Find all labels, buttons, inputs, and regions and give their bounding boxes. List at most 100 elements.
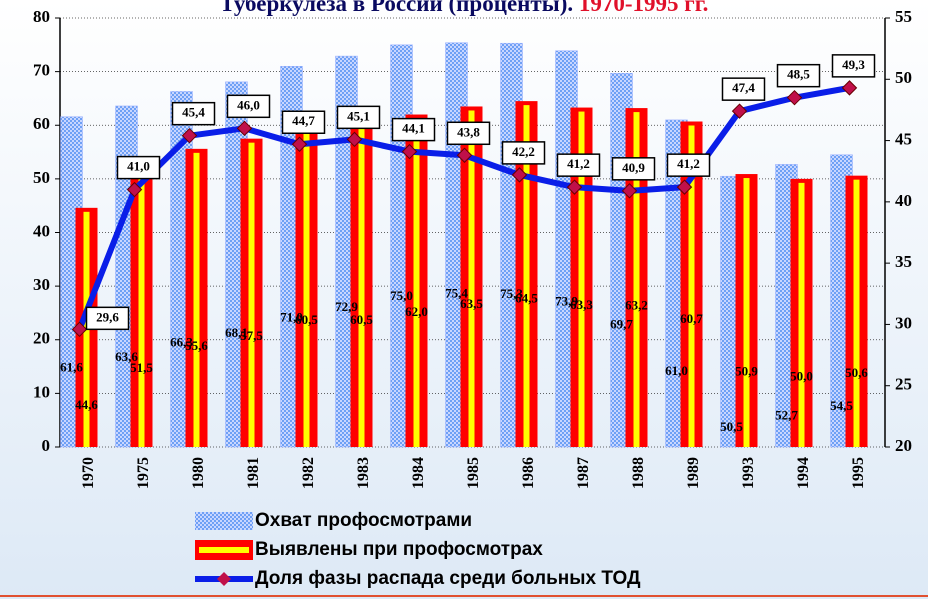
line-marker xyxy=(346,131,363,148)
bar-stripe xyxy=(138,174,145,448)
bar xyxy=(350,122,373,447)
bar xyxy=(460,106,483,447)
y-tick-label: 10 xyxy=(33,382,50,401)
bar xyxy=(515,101,538,448)
data-label: 43,8 xyxy=(457,124,480,139)
data-label: 69,7 xyxy=(610,316,633,331)
x-tick-label: 1983 xyxy=(355,457,372,489)
bar-stripe xyxy=(413,118,420,448)
data-label: 42,2 xyxy=(512,144,535,159)
data-label: 55,6 xyxy=(185,338,208,353)
data-label: 52,7 xyxy=(775,407,798,422)
bar-stripe xyxy=(523,105,530,448)
data-label: 41,2 xyxy=(677,156,700,171)
data-label: 50,0 xyxy=(790,368,813,383)
data-label: 41,2 xyxy=(567,156,590,171)
data-label: 60,5 xyxy=(295,312,318,327)
data-label: 44,1 xyxy=(402,121,425,136)
legend-label: Выявлены при профосмотрах xyxy=(255,539,543,560)
data-label-box xyxy=(556,153,601,177)
data-label: 75,4 xyxy=(445,286,468,301)
bar-stripe xyxy=(798,182,805,447)
data-label: 44,6 xyxy=(75,397,98,412)
data-label: 50,9 xyxy=(735,363,758,378)
data-label-box xyxy=(611,157,656,181)
line-marker xyxy=(456,147,473,163)
y-tick-label: 0 xyxy=(42,436,51,455)
data-label: 64,5 xyxy=(515,291,538,306)
x-tick-label: 1980 xyxy=(190,457,207,489)
x-tick-label: 1993 xyxy=(740,457,757,489)
data-label: 60,7 xyxy=(680,311,703,326)
line-marker xyxy=(236,120,253,137)
line-marker xyxy=(676,179,693,195)
y-tick-label: 60 xyxy=(33,114,50,133)
data-label-box xyxy=(721,77,766,101)
data-label: 40,9 xyxy=(622,160,645,175)
data-label: 63,2 xyxy=(625,297,648,312)
bar-stripe xyxy=(633,112,640,447)
data-label: 51,5 xyxy=(130,360,153,375)
line-marker xyxy=(401,143,418,160)
bar-stripe xyxy=(303,126,310,447)
y-tick-label: 30 xyxy=(33,275,50,294)
data-label: 50,6 xyxy=(845,365,868,380)
data-label-box xyxy=(171,101,216,126)
data-label: 71,0 xyxy=(280,309,303,324)
x-tick-label: 1986 xyxy=(520,457,537,489)
bar-stripe xyxy=(248,142,255,447)
y-tick-label: 80 xyxy=(33,7,50,26)
data-label: 75,0 xyxy=(390,288,413,303)
bar xyxy=(130,170,153,448)
data-label-box xyxy=(446,121,491,146)
line-marker xyxy=(71,321,88,338)
data-label: 48,5 xyxy=(787,67,810,82)
y2-tick-label: 50 xyxy=(895,68,912,87)
data-label: 29,6 xyxy=(96,309,119,324)
bar-stripe xyxy=(853,179,860,447)
data-label: 45,4 xyxy=(182,105,205,120)
data-label: 49,3 xyxy=(842,57,865,72)
x-tick-label: 1985 xyxy=(465,457,482,489)
legend-swatch-stripe xyxy=(199,547,249,553)
data-label-box xyxy=(666,153,711,177)
y2-tick-label: 55 xyxy=(895,7,912,26)
bar xyxy=(790,178,813,447)
legend-label: Доля фазы распада среди больных ТОД xyxy=(255,568,641,589)
bar xyxy=(735,174,758,447)
data-label: 61,6 xyxy=(60,360,83,375)
data-label: 63,5 xyxy=(460,296,483,311)
y-tick-label: 70 xyxy=(33,61,50,80)
y-tick-label: 20 xyxy=(33,329,50,348)
bar-stripe xyxy=(578,111,585,448)
y2-tick-label: 20 xyxy=(895,436,912,455)
line-marker xyxy=(731,103,748,119)
data-label: 68,1 xyxy=(225,325,248,340)
data-label: 47,4 xyxy=(732,80,755,95)
bar-stripe xyxy=(193,152,200,447)
data-label-box xyxy=(776,63,821,88)
legend-label: Охват профосмотрами xyxy=(255,510,472,531)
line-marker xyxy=(841,80,858,96)
data-label: 60,5 xyxy=(350,312,373,327)
data-label: 57,5 xyxy=(240,328,263,343)
y2-tick-label: 25 xyxy=(895,375,912,394)
data-label: 72,9 xyxy=(335,299,358,314)
data-label: 45,1 xyxy=(347,108,370,123)
bar xyxy=(405,114,428,448)
bar-stripe xyxy=(358,126,365,447)
bar xyxy=(680,121,703,447)
data-label-box xyxy=(391,117,436,142)
data-label: 54,5 xyxy=(830,398,853,413)
data-label: 44,7 xyxy=(292,113,315,128)
data-label: 41,0 xyxy=(127,159,150,174)
y2-tick-label: 35 xyxy=(895,252,912,271)
data-label: 75,3 xyxy=(500,286,523,301)
x-tick-label: 1975 xyxy=(135,457,152,489)
data-label: 63,3 xyxy=(570,297,593,312)
data-label: 63,6 xyxy=(115,349,138,364)
line-marker xyxy=(786,89,803,106)
y2-tick-label: 40 xyxy=(895,191,912,210)
data-label-box xyxy=(831,54,876,78)
